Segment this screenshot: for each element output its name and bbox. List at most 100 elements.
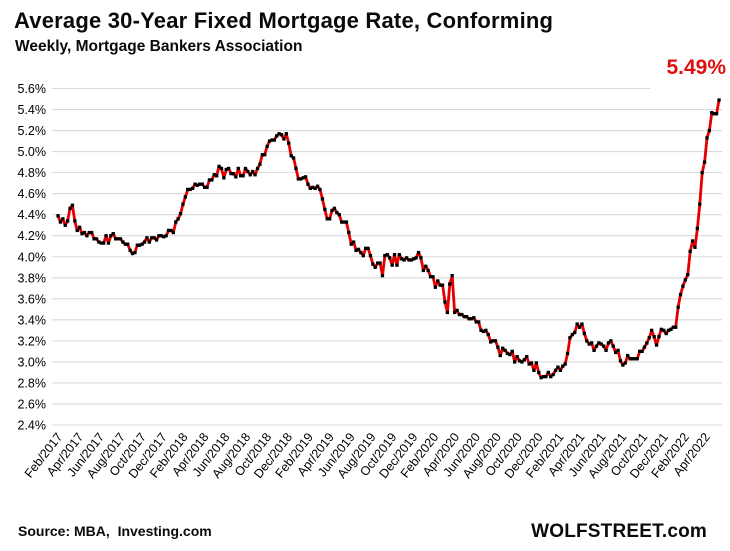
data-point-marker: [714, 112, 719, 116]
data-point-marker: [491, 339, 495, 343]
data-point-marker: [472, 316, 476, 320]
y-tick-label: 5.2%: [18, 124, 47, 138]
data-point-marker: [577, 325, 582, 329]
data-point-marker: [114, 237, 118, 241]
data-point-marker: [606, 341, 611, 345]
data-point-marker: [541, 375, 546, 379]
data-point-marker: [78, 225, 82, 229]
data-point-marker: [575, 322, 579, 326]
y-tick-label: 4.0%: [18, 250, 47, 264]
data-point-marker: [455, 308, 459, 312]
data-point-marker: [614, 350, 618, 355]
data-point-marker: [546, 370, 550, 375]
data-point-marker: [344, 220, 349, 224]
data-point-marker: [207, 178, 212, 182]
data-point-marker: [400, 257, 404, 261]
latest-value-label: 5.49%: [650, 56, 726, 90]
data-point-marker: [109, 234, 113, 238]
data-point-marker: [650, 328, 654, 332]
data-point-marker: [481, 329, 486, 334]
data-point-marker: [611, 344, 615, 348]
data-point-marker: [676, 305, 680, 309]
y-tick-label: 3.6%: [18, 292, 47, 306]
data-point-marker: [645, 341, 649, 345]
data-point-marker: [215, 174, 219, 178]
data-point-marker: [92, 237, 96, 241]
data-point-marker: [503, 348, 507, 352]
data-point-marker: [489, 340, 493, 344]
data-point-marker: [590, 341, 594, 345]
data-point-marker: [690, 239, 695, 243]
data-point-marker: [171, 230, 175, 235]
data-point-marker: [145, 236, 149, 240]
data-point-marker: [647, 336, 651, 340]
data-point-marker: [361, 254, 365, 258]
data-point-marker: [282, 137, 286, 141]
data-point-marker: [205, 185, 209, 189]
data-point-marker: [159, 234, 163, 238]
data-point-marker: [236, 166, 240, 171]
data-point-marker: [212, 173, 216, 177]
data-point-marker: [323, 207, 327, 212]
data-point-marker: [702, 160, 707, 164]
data-point-marker: [340, 220, 344, 224]
data-point-marker: [424, 264, 428, 268]
data-point-marker: [166, 228, 171, 233]
data-point-marker: [296, 177, 300, 181]
data-point-marker: [397, 253, 401, 257]
data-point-marker: [438, 283, 442, 287]
data-point-marker: [436, 279, 440, 283]
data-point-marker: [142, 240, 147, 244]
data-point-marker: [609, 339, 613, 343]
data-point-marker: [618, 359, 623, 363]
data-point-marker: [496, 345, 500, 349]
data-point-marker: [515, 355, 519, 359]
data-point-marker: [705, 136, 709, 140]
data-point-marker: [135, 243, 139, 247]
data-point-marker: [356, 247, 361, 251]
data-point-marker: [243, 166, 248, 171]
data-point-marker: [450, 274, 454, 278]
data-point-marker: [544, 375, 548, 379]
data-point-marker: [412, 257, 416, 261]
data-point-marker: [553, 368, 558, 372]
data-point-marker: [510, 349, 514, 353]
data-point-marker: [263, 153, 267, 157]
data-point-marker: [169, 228, 173, 233]
data-point-marker: [82, 230, 87, 235]
data-point-marker: [443, 300, 447, 304]
data-point-marker: [284, 132, 288, 136]
data-point-marker: [371, 262, 375, 266]
y-tick-label: 5.6%: [18, 82, 47, 96]
data-point-marker: [104, 234, 108, 238]
data-point-marker: [477, 320, 481, 324]
data-point-marker: [380, 274, 385, 278]
data-point-marker: [63, 223, 67, 227]
data-point-marker: [558, 368, 562, 372]
data-point-marker: [467, 317, 471, 321]
data-point-marker: [508, 352, 512, 357]
data-point-marker: [111, 232, 115, 236]
data-point-marker: [501, 346, 505, 350]
data-point-marker: [402, 258, 406, 262]
data-point-marker: [484, 328, 488, 332]
data-point-marker: [431, 275, 435, 279]
data-point-marker: [407, 258, 411, 262]
data-point-marker: [565, 351, 570, 356]
data-point-marker: [688, 249, 692, 254]
data-point-marker: [121, 240, 125, 244]
data-point-marker: [320, 197, 325, 201]
data-point-marker: [128, 248, 132, 253]
data-point-marker: [654, 343, 659, 347]
data-point-marker: [373, 265, 377, 269]
data-point-marker: [181, 202, 185, 206]
data-point-marker: [347, 230, 351, 235]
data-point-marker: [164, 234, 168, 238]
data-point-marker: [291, 156, 296, 160]
data-point-marker: [87, 230, 91, 235]
data-point-marker: [359, 250, 363, 255]
data-point-marker: [289, 154, 293, 158]
data-point-marker: [710, 111, 714, 115]
